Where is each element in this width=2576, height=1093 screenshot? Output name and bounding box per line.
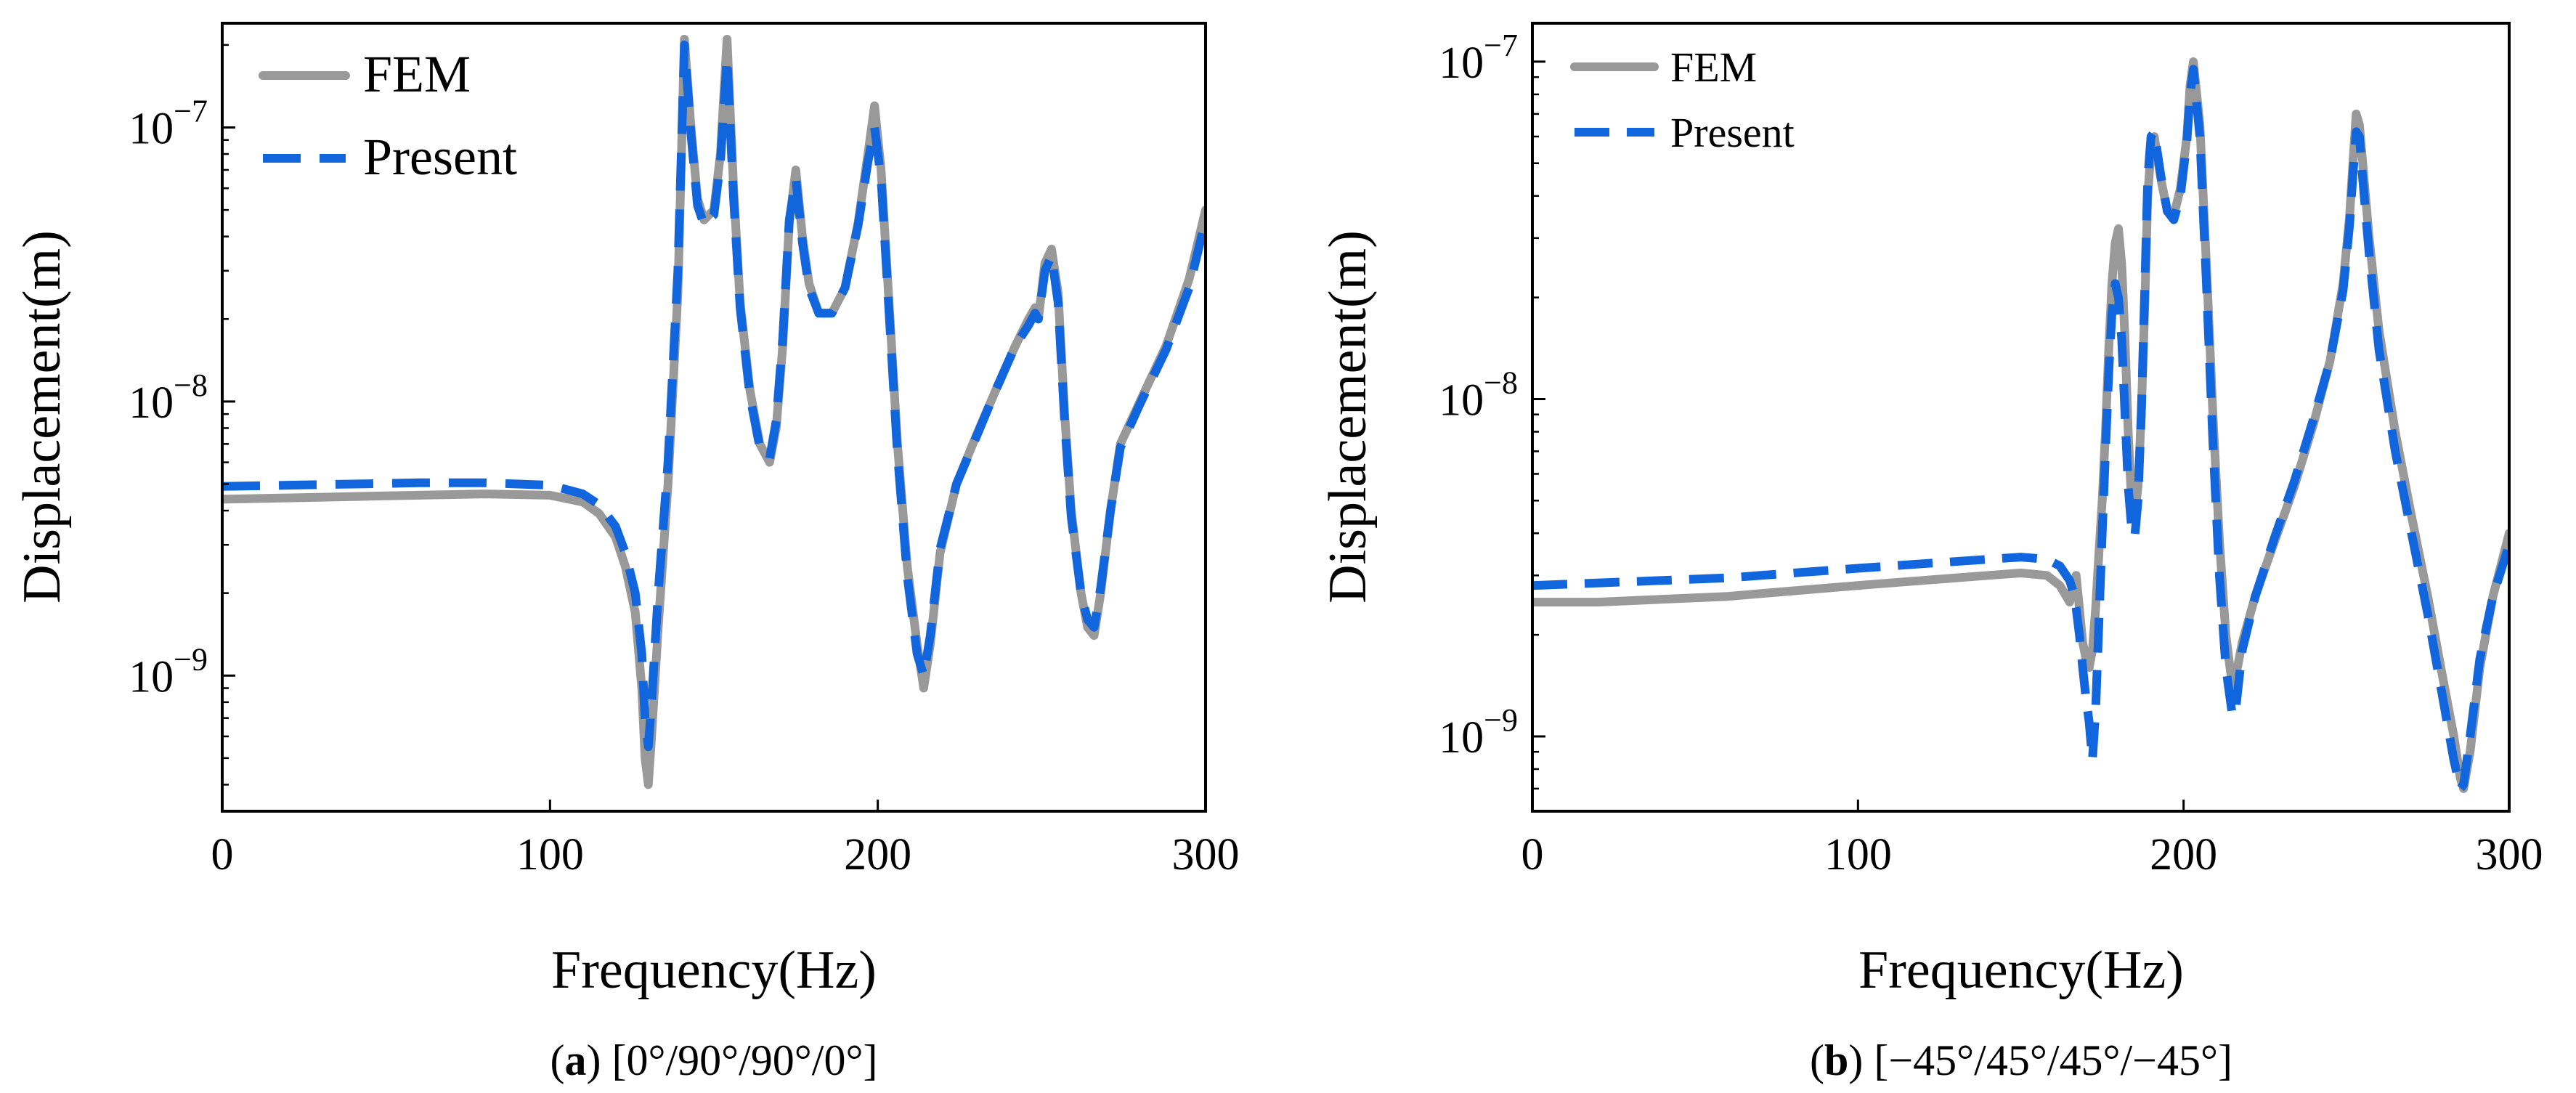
panel-a-x-axis-label: Frequency(Hz) xyxy=(551,940,877,1000)
panel-b-y-tick-label: 10−8 xyxy=(1439,365,1518,425)
panel-a-y-tick-label: 10−9 xyxy=(129,641,208,702)
panel-b-frame xyxy=(1531,22,2511,813)
panel-a-x-ticks: 0 100 200 300 xyxy=(211,800,1240,879)
panel-b-y-axis-label: Displacement(m) xyxy=(1318,230,1378,604)
panel-b-y-tick-label: 10−7 xyxy=(1439,28,1518,88)
panel-a-legend-present-label: Present xyxy=(363,128,517,186)
panel-a-caption-text: [0°/90°/90°/0°] xyxy=(612,1036,878,1084)
panel-a: 0 100 200 300 10−9 10−8 10−7 Frequency(Hz) Di… xyxy=(12,22,1240,1084)
panel-b-x-tick-label: 100 xyxy=(1824,830,1892,879)
panel-b: 0 100 200 300 10−9 10−8 10−7 Frequency(Hz) Di… xyxy=(1318,22,2543,1084)
panel-b-x-axis-label: Frequency(Hz) xyxy=(1858,940,2184,1000)
panel-a-x-tick-label: 0 xyxy=(211,830,234,879)
panel-b-legend-fem-label: FEM xyxy=(1670,44,1757,91)
panel-b-x-tick-label: 0 xyxy=(1521,830,1544,879)
panel-b-x-ticks: 0 100 200 300 xyxy=(1521,800,2543,879)
panel-a-y-ticks: 10−9 10−8 10−7 xyxy=(129,44,235,786)
panel-a-x-tick-label: 200 xyxy=(844,830,911,879)
panel-a-y-tick-label: 10−8 xyxy=(129,367,208,428)
panel-b-x-tick-label: 200 xyxy=(2150,830,2217,879)
panel-a-caption-letter: a xyxy=(565,1036,587,1084)
panel-b-plot-area xyxy=(1532,57,2509,793)
panel-b-caption-text: [−45°/45°/45°/−45°] xyxy=(1874,1036,2232,1084)
panel-a-x-tick-label: 300 xyxy=(1172,830,1240,879)
panel-b-legend: FEM Present xyxy=(1570,44,1795,156)
panel-b-y-tick-label: 10−9 xyxy=(1439,702,1518,763)
panel-a-frame xyxy=(221,22,1207,813)
panel-a-series-present-line xyxy=(222,40,1206,752)
panel-b-caption: (b) [−45°/45°/45°/−45°] xyxy=(1810,1036,2232,1084)
panel-a-x-tick-label: 100 xyxy=(516,830,584,879)
panel-b-y-ticks: 10−9 10−8 10−7 xyxy=(1439,28,1545,813)
panel-a-legend: FEM Present xyxy=(259,45,517,186)
panel-b-legend-present-label: Present xyxy=(1670,109,1795,156)
panel-a-y-axis-label: Displacement(m) xyxy=(12,230,72,604)
panel-b-caption-letter: b xyxy=(1824,1036,1848,1084)
panel-b-series-present-line xyxy=(1532,65,2509,793)
panel-a-plot-area xyxy=(222,34,1206,789)
panel-b-x-tick-label: 300 xyxy=(2476,830,2543,879)
panel-a-legend-fem-label: FEM xyxy=(363,45,471,103)
panel-a-y-tick-label: 10−7 xyxy=(129,93,208,153)
panel-a-caption: (a) [0°/90°/90°/0°] xyxy=(550,1036,878,1084)
